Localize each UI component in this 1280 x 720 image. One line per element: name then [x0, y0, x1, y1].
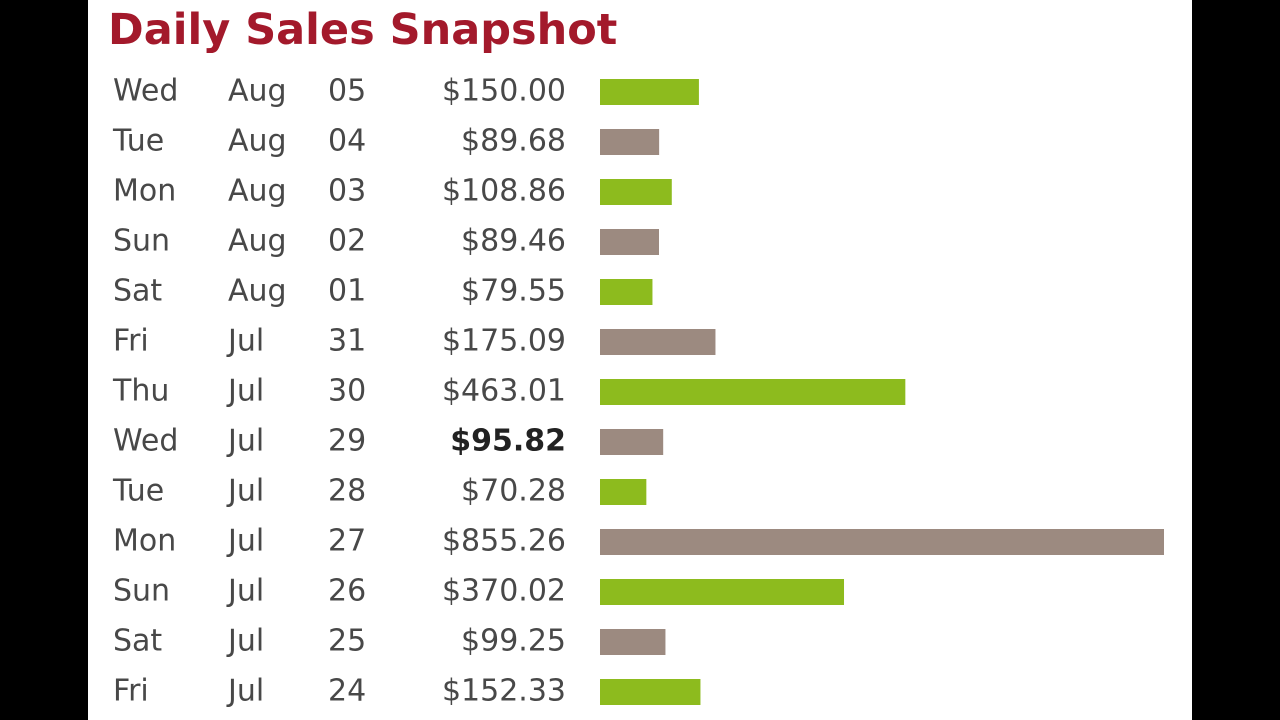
weekday: Sun [113, 574, 170, 609]
bar [600, 179, 672, 205]
day: 28 [328, 474, 366, 509]
day: 30 [328, 374, 366, 409]
amount: $70.28 [461, 474, 566, 509]
bar [600, 329, 716, 355]
amount: $855.26 [442, 524, 566, 559]
day: 01 [328, 274, 366, 309]
weekday: Fri [113, 324, 149, 359]
weekday: Fri [113, 674, 149, 709]
day: 25 [328, 624, 366, 659]
month: Aug [228, 224, 287, 259]
amount: $150.00 [442, 74, 566, 109]
weekday: Tue [112, 124, 164, 159]
title: Daily Sales Snapshot [108, 5, 617, 55]
day: 27 [328, 524, 366, 559]
weekday: Sun [113, 224, 170, 259]
month: Jul [226, 474, 264, 509]
month: Jul [226, 574, 264, 609]
amount: $108.86 [442, 174, 566, 209]
month: Jul [226, 674, 264, 709]
bar [600, 429, 664, 455]
day: 05 [328, 74, 366, 109]
day: 03 [328, 174, 366, 209]
amount: $370.02 [442, 574, 566, 609]
amount: $175.09 [442, 324, 566, 359]
month: Jul [226, 524, 264, 559]
amount: $95.82 [450, 424, 566, 459]
day: 31 [328, 324, 366, 359]
month: Aug [228, 174, 287, 209]
amount: $463.01 [442, 374, 566, 409]
day: 26 [328, 574, 366, 609]
weekday: Sat [113, 624, 162, 659]
month: Jul [226, 324, 264, 359]
month: Jul [226, 374, 264, 409]
weekday: Wed [113, 74, 178, 109]
bar [600, 579, 845, 605]
day: 02 [328, 224, 366, 259]
bar [600, 679, 701, 705]
amount: $89.68 [461, 124, 566, 159]
bar [600, 129, 660, 155]
bar [600, 229, 659, 255]
amount: $152.33 [442, 674, 566, 709]
bar [600, 379, 906, 405]
month: Jul [226, 424, 264, 459]
weekday: Mon [113, 524, 176, 559]
amount: $89.46 [461, 224, 566, 259]
bar [600, 279, 653, 305]
day: 29 [328, 424, 366, 459]
month: Aug [228, 74, 287, 109]
month: Aug [228, 124, 287, 159]
weekday: Sat [113, 274, 162, 309]
bar [600, 629, 666, 655]
weekday: Wed [113, 424, 178, 459]
day: 04 [328, 124, 366, 159]
bar [600, 79, 699, 105]
month: Aug [228, 274, 287, 309]
bar [600, 479, 647, 505]
bar [600, 529, 1164, 555]
weekday: Mon [113, 174, 176, 209]
weekday: Thu [112, 374, 169, 409]
day: 24 [328, 674, 366, 709]
amount: $79.55 [461, 274, 566, 309]
weekday: Tue [112, 474, 164, 509]
month: Jul [226, 624, 264, 659]
amount: $99.25 [461, 624, 566, 659]
